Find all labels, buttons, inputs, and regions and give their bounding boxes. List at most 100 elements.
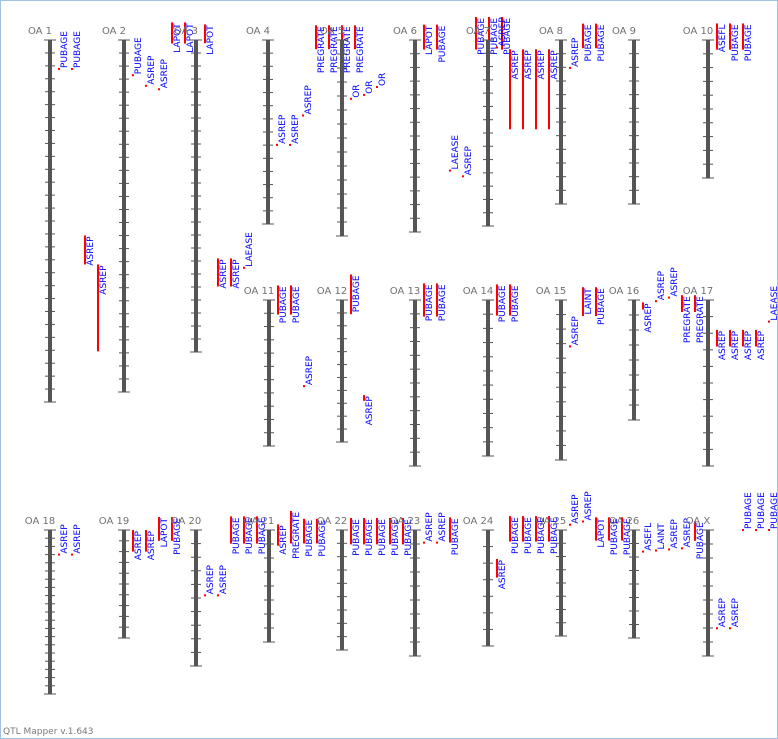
qtl-asrep: ASREP: [277, 524, 289, 555]
qtl-point: [668, 548, 670, 551]
qtl-pubage: PUBAGE: [389, 518, 401, 556]
qtl-lapot: LAPOT: [184, 22, 196, 53]
qtl-label: ASREP: [73, 524, 83, 554]
qtl-asrep: ASREP: [668, 267, 680, 299]
qtl-laease: LAEASE: [243, 232, 255, 269]
chromosome-bar: [413, 530, 417, 656]
qtl-asrep: ASREP: [132, 530, 144, 560]
qtl-lapot: LAPOT: [595, 517, 607, 548]
qtl-label: PUBAGE: [490, 18, 500, 55]
qtl-label: PUBAGE: [744, 24, 754, 61]
chromosome-title: OA 12: [317, 286, 347, 297]
qtl-label: ASREP: [657, 270, 667, 300]
qtl-or: OR: [376, 73, 388, 89]
qtl-label: ASREP: [757, 330, 767, 360]
qtl-point: [204, 594, 206, 597]
chromosome-title: OA 13: [390, 286, 420, 297]
qtl-asefl: ASEFL: [642, 523, 654, 553]
qtl-asrep: ASREP: [535, 49, 547, 130]
qtl-label: LAPOT: [206, 25, 216, 55]
qtl-label: ASREP: [550, 50, 560, 80]
qtl-label: ASREP: [683, 518, 693, 548]
qtl-pubage: PUBAGE: [423, 283, 435, 321]
qtl-pubage: PUBAGE: [316, 518, 328, 557]
qtl-pubage: PUBAGE: [350, 274, 362, 315]
qtl-pubage: PUBAGE: [621, 517, 633, 555]
chromosome-bar: [340, 300, 344, 442]
chromosome-title: OA 4: [246, 26, 270, 37]
qtl-label: ASREP: [718, 330, 728, 360]
qtl-label: PUBAGE: [352, 275, 362, 312]
qtl-point: [376, 86, 378, 89]
qtl-pubage: PUBAGE: [755, 492, 767, 531]
qtl-label: LAPOT: [160, 518, 170, 548]
chromosome-bar: [267, 300, 271, 446]
qtl-asrep: ASREP: [569, 494, 581, 526]
qtl-label: ASREP: [291, 114, 301, 144]
chromosome-bar: [559, 300, 563, 460]
qtl-asrep: ASREP: [668, 519, 680, 551]
qtl-asrep: ASREP: [145, 55, 157, 87]
qtl-label: PUBAGE: [292, 286, 302, 323]
qtl-point: [768, 320, 770, 323]
qtl-label: PREGRATE: [317, 26, 327, 73]
qtl-point: [276, 143, 278, 146]
qtl-label: ASREP: [206, 564, 216, 594]
qtl-or: OR: [350, 84, 362, 100]
qtl-label: LAINT: [657, 523, 667, 550]
qtl-label: PREGRATE: [343, 26, 353, 73]
qtl-asrep: ASREP: [729, 329, 741, 360]
qtl-label: PUBAGE: [477, 18, 487, 55]
qtl-point: [496, 46, 498, 49]
qtl-pubage: PUBAGE: [522, 516, 534, 554]
chromosome-title: OA 26: [609, 516, 639, 527]
qtl-asrep: ASREP: [729, 597, 741, 630]
qtl-asrep: ASREP: [496, 17, 508, 49]
qtl-label: ASREP: [670, 519, 680, 549]
qtl-point: [158, 88, 160, 91]
qtl-lapot: LAPOT: [158, 517, 170, 548]
qtl-pubage: PUBAGE: [376, 518, 388, 556]
qtl-label: ASREP: [511, 50, 521, 80]
qtl-label: ASREP: [305, 355, 315, 385]
qtl-point: [582, 520, 584, 523]
qtl-label: PUBAGE: [404, 519, 414, 556]
qtl-asrep: ASREP: [363, 395, 375, 425]
chromosome-title: OA 1: [28, 26, 52, 37]
qtl-laease: LAEASE: [768, 286, 778, 323]
qtl-point: [243, 266, 245, 269]
chromosome-title: OA 19: [99, 516, 129, 527]
qtl-label: PUBAGE: [318, 519, 328, 556]
qtl-label: ASREP: [571, 494, 581, 524]
qtl-label: PUBAGE: [503, 18, 513, 55]
qtl-label: ASREP: [425, 512, 435, 542]
qtl-label: PUBAGE: [584, 24, 594, 61]
qtl-or: OR: [363, 81, 375, 96]
qtl-asrep: ASREP: [289, 114, 301, 146]
qtl-point: [716, 627, 718, 630]
chromosome-title: OA 16: [609, 286, 639, 297]
qtl-lapot: LAPOT: [171, 22, 183, 53]
qtl-label: PREGRATE: [683, 296, 693, 343]
qtl-laint: LAINT: [655, 523, 667, 552]
qtl-pregrate: PREGRATE: [354, 25, 366, 73]
chromosome-oa-10: OA 10 ASEFL PUBAGE PUBAGE: [683, 23, 754, 179]
qtl-point: [462, 175, 464, 178]
qtl-asrep: ASREP: [303, 355, 315, 388]
qtl-pubage: PUBAGE: [475, 16, 487, 55]
qtl-label: PUBAGE: [232, 517, 242, 554]
qtl-pubage: PUBAGE: [71, 31, 83, 70]
qtl-pregrate: PREGRATE: [694, 295, 706, 343]
qtl-label: PREGRATE: [292, 512, 302, 559]
qtl-pubage: PUBAGE: [501, 16, 513, 55]
chromosome-oa-18: OA 18 ASREP ASREP: [25, 516, 83, 695]
qtl-label: PUBAGE: [391, 519, 401, 556]
qtl-pubage: PUBAGE: [363, 518, 375, 556]
qtl-asrep: ASREP: [681, 518, 693, 550]
